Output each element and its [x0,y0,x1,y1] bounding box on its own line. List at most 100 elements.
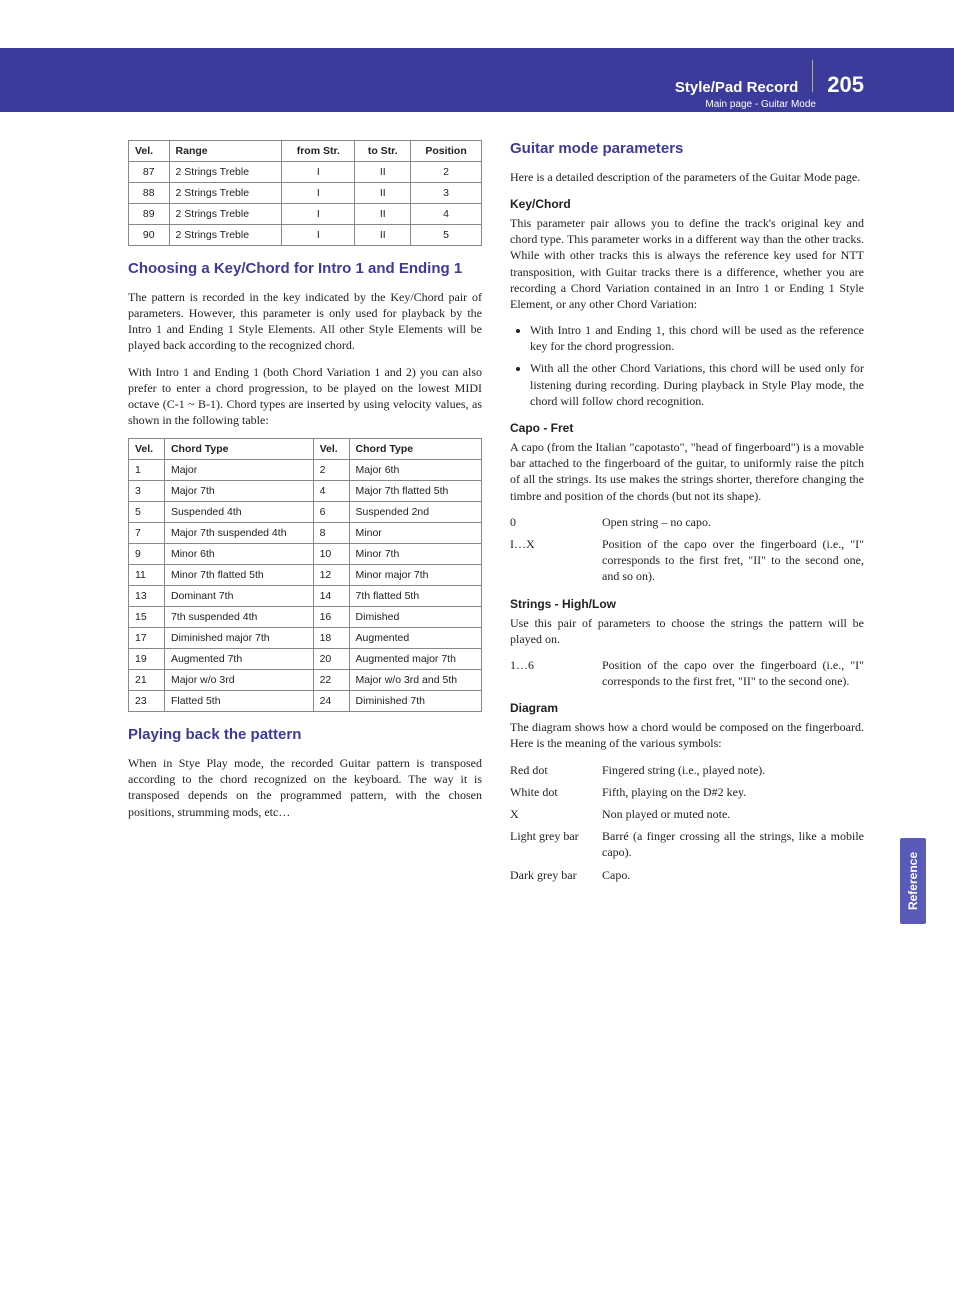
para-params-intro: Here is a detailed description of the pa… [510,169,864,185]
table-row: 157th suspended 4th16Dimished [129,607,482,628]
header-page-number: 205 [827,72,864,98]
definition-term: Dark grey bar [510,867,592,883]
table-cell: 6 [313,502,349,523]
definition-row: Light grey barBarré (a finger crossing a… [510,828,864,860]
table-header: from Str. [282,141,355,162]
para-strings: Use this pair of parameters to choose th… [510,615,864,647]
table-cell: I [282,204,355,225]
para-playing: When in Stye Play mode, the recorded Gui… [128,755,482,820]
table-cell: Diminished major 7th [164,628,313,649]
table-row: 882 Strings TrebleIII3 [129,183,482,204]
left-column: Vel.Rangefrom Str.to Str.Position 872 St… [128,140,482,889]
table-row: 21Major w/o 3rd22Major w/o 3rd and 5th [129,670,482,691]
table-cell: Major 6th [349,460,481,481]
definition-desc: Open string – no capo. [602,514,864,530]
table-cell: 15 [129,607,165,628]
table-cell: Diminished 7th [349,691,481,712]
right-column: Guitar mode parameters Here is a detaile… [510,140,864,889]
definition-desc: Fingered string (i.e., played note). [602,762,864,778]
definition-row: Red dot Fingered string (i.e., played not… [510,762,864,778]
table-cell: 90 [129,225,170,246]
table-cell: Minor major 7th [349,565,481,586]
table-cell: 2 Strings Treble [169,162,282,183]
table-cell: 23 [129,691,165,712]
list-item: With Intro 1 and Ending 1, this chord wi… [530,322,864,354]
table-cell: 4 [411,204,482,225]
definition-desc: Position of the capo over the fingerboar… [602,657,864,689]
table-cell: Major w/o 3rd [164,670,313,691]
table-header: Vel. [129,141,170,162]
table-cell: 17 [129,628,165,649]
table-header: Position [411,141,482,162]
header-title: Style/Pad Record [675,79,798,96]
table-cell: Major 7th suspended 4th [164,523,313,544]
table-cell: 10 [313,544,349,565]
definition-desc: Non played or muted note. [602,806,864,822]
table-cell: I [282,225,355,246]
table-row: 17Diminished major 7th18Augmented [129,628,482,649]
table-row: 9Minor 6th10Minor 7th [129,544,482,565]
table-cell: Minor 6th [164,544,313,565]
definition-term: White dot [510,784,592,800]
table-row: 5Suspended 4th6Suspended 2nd [129,502,482,523]
table-cell: Major 7th [164,481,313,502]
para-choosing-1: The pattern is recorded in the key indic… [128,289,482,354]
table-row: 19Augmented 7th20Augmented major 7th [129,649,482,670]
definition-row: White dotFifth, playing on the D#2 key. [510,784,864,800]
table-cell: 4 [313,481,349,502]
para-diagram: The diagram shows how a chord would be c… [510,719,864,751]
subheading-capo-fret: Capo - Fret [510,421,864,435]
table-header: to Str. [355,141,411,162]
table-header: Chord Type [164,439,313,460]
table-cell: 88 [129,183,170,204]
definition-desc: Barré (a finger crossing all the strings… [602,828,864,860]
strings-definition-list: 1…6Position of the capo over the fingerb… [510,657,864,689]
table-cell: 2 [313,460,349,481]
table-cell: II [355,225,411,246]
table-header: Chord Type [349,439,481,460]
table-cell: 7 [129,523,165,544]
table-cell: 2 Strings Treble [169,183,282,204]
definition-row: XNon played or muted note. [510,806,864,822]
table-cell: Minor [349,523,481,544]
heading-playing-back: Playing back the pattern [128,726,482,745]
table-cell: I [282,162,355,183]
table-row: 1Major2Major 6th [129,460,482,481]
table-cell: 87 [129,162,170,183]
header-content: Style/Pad Record 205 Main page - Guitar … [675,60,864,110]
table-cell: 1 [129,460,165,481]
table-row: 13Dominant 7th147th flatted 5th [129,586,482,607]
table-cell: Dimished [349,607,481,628]
table-cell: 13 [129,586,165,607]
table-cell: 11 [129,565,165,586]
chord-type-table: Vel.Chord TypeVel.Chord Type 1Major2Majo… [128,438,482,712]
table-cell: 24 [313,691,349,712]
definition-desc: Capo. [602,867,864,883]
para-capo: A capo (from the Italian "capotasto", "h… [510,439,864,504]
table-row: 3Major 7th4Major 7th flatted 5th [129,481,482,502]
table-cell: 3 [129,481,165,502]
table-cell: II [355,183,411,204]
table-cell: Dominant 7th [164,586,313,607]
table-cell: 89 [129,204,170,225]
table-header: Vel. [313,439,349,460]
page-body: Vel.Rangefrom Str.to Str.Position 872 St… [0,112,954,949]
table-cell: 22 [313,670,349,691]
table-row: 872 Strings TrebleIII2 [129,162,482,183]
table-cell: 16 [313,607,349,628]
keychord-bullet-list: With Intro 1 and Ending 1, this chord wi… [510,322,864,409]
table-cell: Suspended 4th [164,502,313,523]
table-cell: 7th suspended 4th [164,607,313,628]
table-header: Range [169,141,282,162]
heading-guitar-mode-params: Guitar mode parameters [510,140,864,159]
table-cell: Suspended 2nd [349,502,481,523]
capo-definition-list: 0Open string – no capo.I…XPosition of th… [510,514,864,585]
table-cell: 5 [129,502,165,523]
header-subtitle: Main page - Guitar Mode [675,99,816,110]
list-item: With all the other Chord Variations, thi… [530,360,864,409]
definition-term: Red dot [510,762,592,778]
subheading-strings: Strings - High/Low [510,597,864,611]
table-cell: 14 [313,586,349,607]
table-cell: 12 [313,565,349,586]
table-row: 892 Strings TrebleIII4 [129,204,482,225]
